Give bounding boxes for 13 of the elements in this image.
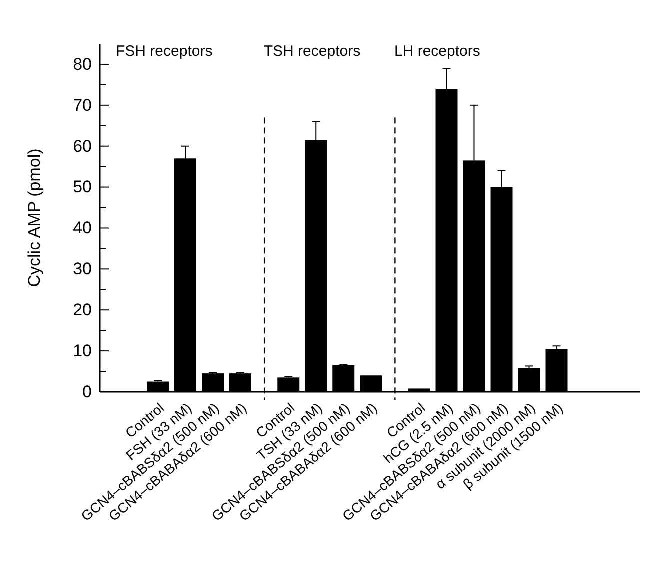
- y-tick-label: 30: [73, 260, 92, 279]
- y-axis-title: Cyclic AMP (pmol): [25, 148, 44, 288]
- y-tick-label: 20: [73, 300, 92, 320]
- y-tick-label: 10: [73, 342, 92, 360]
- y-tick-label: 70: [73, 96, 92, 115]
- y-tick-label: 60: [73, 136, 92, 156]
- y-tick-label: 0: [82, 382, 92, 402]
- y-tick-label: 80: [73, 54, 92, 74]
- annotation: FSH receptors: [116, 43, 213, 60]
- annotation: TSH receptors: [264, 43, 361, 60]
- y-tick-label: 40: [73, 218, 92, 238]
- y-tick-label: 50: [73, 178, 92, 197]
- annotation: LH receptors: [394, 43, 480, 60]
